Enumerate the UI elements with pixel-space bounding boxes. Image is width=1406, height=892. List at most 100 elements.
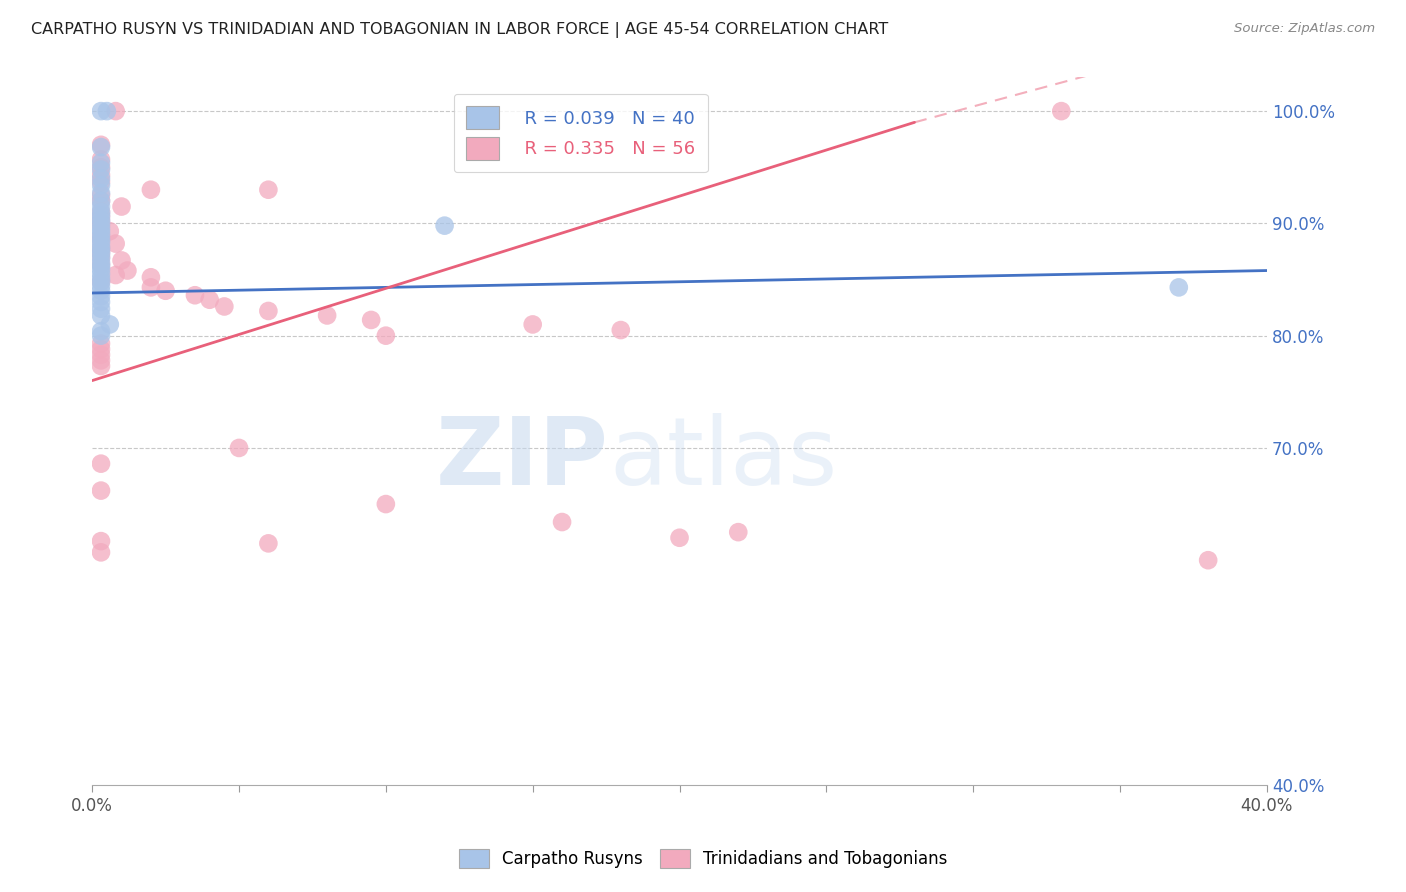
Point	[90, 175, 112, 189]
Text: atlas: atlas	[609, 413, 838, 506]
Point	[522, 318, 544, 332]
Point	[90, 216, 112, 230]
Point	[90, 210, 112, 224]
Point	[90, 188, 112, 202]
Point	[668, 531, 690, 545]
Point	[90, 140, 112, 154]
Point	[90, 137, 112, 152]
Point	[433, 219, 456, 233]
Point	[90, 279, 112, 293]
Point	[104, 236, 127, 251]
Point	[1050, 104, 1073, 119]
Legend:   R = 0.039   N = 40,   R = 0.335   N = 56: R = 0.039 N = 40, R = 0.335 N = 56	[454, 94, 709, 172]
Point	[360, 313, 382, 327]
Point	[1197, 553, 1219, 567]
Point	[90, 161, 112, 175]
Point	[610, 323, 633, 337]
Point	[90, 342, 112, 356]
Point	[90, 267, 112, 281]
Point	[90, 205, 112, 219]
Point	[90, 235, 112, 250]
Point	[90, 227, 112, 242]
Point	[90, 240, 112, 254]
Point	[90, 246, 112, 260]
Point	[257, 536, 280, 550]
Point	[90, 244, 112, 258]
Point	[90, 232, 112, 246]
Point	[90, 245, 112, 260]
Point	[90, 186, 112, 200]
Point	[90, 155, 112, 169]
Point	[90, 241, 112, 255]
Point	[214, 300, 236, 314]
Point	[90, 271, 112, 285]
Point	[90, 309, 112, 323]
Point	[90, 209, 112, 223]
Point	[96, 104, 118, 119]
Point	[90, 233, 112, 247]
Point	[90, 259, 112, 273]
Point	[110, 253, 132, 268]
Point	[90, 258, 112, 272]
Point	[90, 194, 112, 208]
Point	[90, 251, 112, 265]
Point	[90, 301, 112, 316]
Point	[139, 280, 162, 294]
Point	[90, 275, 112, 289]
Point	[90, 205, 112, 219]
Point	[198, 293, 221, 307]
Point	[104, 268, 127, 282]
Point	[90, 213, 112, 227]
Point	[90, 534, 112, 549]
Point	[90, 336, 112, 351]
Point	[551, 515, 574, 529]
Legend: Carpatho Rusyns, Trinidadians and Tobagonians: Carpatho Rusyns, Trinidadians and Tobago…	[453, 842, 953, 875]
Point	[228, 441, 250, 455]
Point	[104, 104, 127, 119]
Point	[1167, 280, 1189, 294]
Point	[98, 318, 121, 332]
Point	[90, 219, 112, 233]
Point	[90, 162, 112, 177]
Point	[90, 250, 112, 264]
Point	[257, 183, 280, 197]
Point	[90, 262, 112, 277]
Point	[90, 275, 112, 289]
Point	[90, 153, 112, 167]
Point	[90, 359, 112, 373]
Point	[90, 483, 112, 498]
Point	[90, 200, 112, 214]
Text: CARPATHO RUSYN VS TRINIDADIAN AND TOBAGONIAN IN LABOR FORCE | AGE 45-54 CORRELAT: CARPATHO RUSYN VS TRINIDADIAN AND TOBAGO…	[31, 22, 889, 38]
Point	[90, 289, 112, 303]
Point	[90, 284, 112, 298]
Point	[90, 220, 112, 235]
Point	[90, 168, 112, 182]
Point	[90, 328, 112, 343]
Point	[98, 224, 121, 238]
Point	[90, 194, 112, 208]
Point	[90, 224, 112, 238]
Point	[90, 178, 112, 193]
Point	[90, 104, 112, 119]
Point	[90, 457, 112, 471]
Point	[90, 214, 112, 228]
Point	[90, 353, 112, 368]
Point	[374, 497, 396, 511]
Point	[90, 324, 112, 338]
Point	[727, 525, 749, 540]
Point	[139, 270, 162, 285]
Text: ZIP: ZIP	[436, 413, 609, 506]
Point	[90, 228, 112, 243]
Text: Source: ZipAtlas.com: Source: ZipAtlas.com	[1234, 22, 1375, 36]
Point	[139, 183, 162, 197]
Point	[117, 263, 139, 277]
Point	[374, 328, 396, 343]
Point	[90, 545, 112, 559]
Point	[90, 255, 112, 269]
Point	[90, 348, 112, 362]
Point	[90, 171, 112, 186]
Point	[155, 284, 177, 298]
Point	[257, 304, 280, 318]
Point	[90, 295, 112, 310]
Point	[316, 309, 339, 323]
